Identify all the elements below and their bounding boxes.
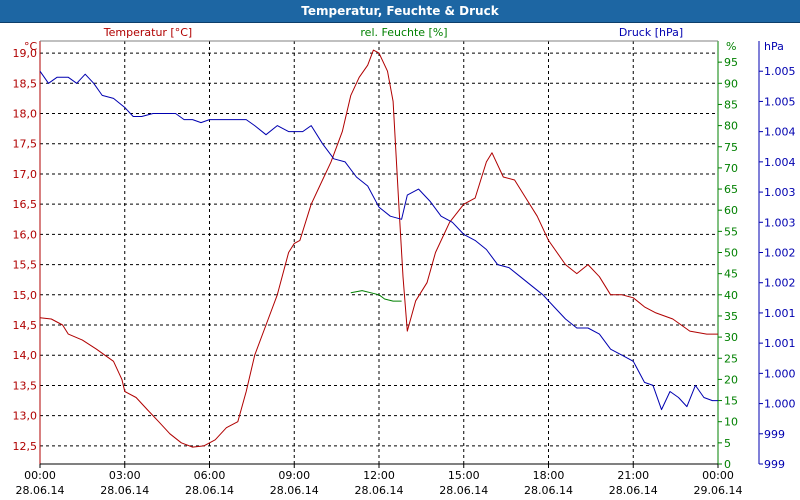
humidity-tick-label: 65 <box>724 183 738 196</box>
pressure-tick-label: 1.004 <box>764 126 796 139</box>
pressure-tick-label: 1.001 <box>764 337 796 350</box>
temperature-tick-label: 19,0 <box>13 47 38 60</box>
x-tick-date-label: 28.06.14 <box>270 484 319 497</box>
temperature-tick-label: 17,0 <box>13 168 38 181</box>
temperature-tick-label: 18,0 <box>13 108 38 121</box>
humidity-tick-label: 85 <box>724 98 738 111</box>
x-tick-date-label: 28.06.14 <box>609 484 658 497</box>
pressure-tick-label: 1.000 <box>764 367 796 380</box>
x-tick-date-label: 28.06.14 <box>16 484 65 497</box>
temperature-tick-label: 18,5 <box>13 77 38 90</box>
humidity-tick-label: 30 <box>724 331 738 344</box>
pressure-tick-label: 999 <box>764 458 785 471</box>
temperature-tick-label: 12,5 <box>13 440 38 453</box>
temperature-tick-label: 14,5 <box>13 319 38 332</box>
x-tick-time-label: 00:00 <box>702 469 734 482</box>
x-tick-time-label: 06:00 <box>194 469 226 482</box>
humidity-tick-label: 45 <box>724 268 738 281</box>
temperature-tick-label: 15,0 <box>13 289 38 302</box>
x-tick-time-label: 09:00 <box>278 469 310 482</box>
humidity-tick-label: 35 <box>724 310 738 323</box>
x-tick-date-label: 28.06.14 <box>185 484 234 497</box>
window-title-bar: Temperatur, Feuchte & Druck <box>0 0 800 23</box>
humidity-tick-label: 10 <box>724 416 738 429</box>
window-title: Temperatur, Feuchte & Druck <box>301 4 499 18</box>
pressure-unit-label: hPa <box>764 40 784 53</box>
pressure-axis-label: Druck [hPa] <box>619 26 683 39</box>
temperature-tick-label: 17,5 <box>13 138 38 151</box>
axes-group: Temperatur [°C] rel. Feuchte [%] Druck [… <box>13 26 796 497</box>
x-tick-date-label: 28.06.14 <box>439 484 488 497</box>
series-group <box>39 49 718 448</box>
humidity-tick-label: 70 <box>724 162 738 175</box>
humidity-axis-label: rel. Feuchte [%] <box>360 26 447 39</box>
pressure-tick-label: 1.000 <box>764 398 796 411</box>
temperature-tick-label: 15,5 <box>13 259 38 272</box>
pressure-tick-label: 1.004 <box>764 156 796 169</box>
temperature-line <box>39 49 718 448</box>
temperature-tick-label: 13,0 <box>13 410 38 423</box>
x-tick-date-label: 28.06.14 <box>355 484 404 497</box>
humidity-line <box>350 290 402 302</box>
x-tick-date-label: 29.06.14 <box>694 484 743 497</box>
humidity-tick-label: 90 <box>724 77 738 90</box>
humidity-tick-label: 15 <box>724 395 738 408</box>
humidity-tick-label: 0 <box>724 458 731 471</box>
x-tick-date-label: 28.06.14 <box>524 484 573 497</box>
humidity-tick-label: 25 <box>724 352 738 365</box>
pressure-tick-label: 1.005 <box>764 65 796 78</box>
temperature-tick-label: 16,5 <box>13 198 38 211</box>
humidity-tick-label: 20 <box>724 373 738 386</box>
pressure-tick-label: 1.002 <box>764 277 796 290</box>
x-tick-time-label: 00:00 <box>24 469 56 482</box>
temperature-tick-label: 14,0 <box>13 349 38 362</box>
pressure-tick-label: 1.003 <box>764 216 796 229</box>
x-tick-time-label: 15:00 <box>448 469 480 482</box>
x-tick-time-label: 03:00 <box>109 469 141 482</box>
x-tick-time-label: 21:00 <box>617 469 649 482</box>
pressure-line <box>39 70 718 411</box>
humidity-tick-label: 75 <box>724 141 738 154</box>
humidity-tick-label: 40 <box>724 289 738 302</box>
pressure-tick-label: 1.003 <box>764 186 796 199</box>
temperature-axis-label: Temperatur [°C] <box>103 26 192 39</box>
x-tick-time-label: 12:00 <box>363 469 395 482</box>
humidity-tick-label: 5 <box>724 437 731 450</box>
humidity-unit-label: % <box>726 40 736 53</box>
x-tick-date-label: 28.06.14 <box>100 484 149 497</box>
grid <box>40 41 718 464</box>
pressure-tick-label: 1.001 <box>764 307 796 320</box>
x-tick-time-label: 18:00 <box>533 469 565 482</box>
humidity-tick-label: 50 <box>724 247 738 260</box>
pressure-tick-label: 1.002 <box>764 247 796 260</box>
temperature-unit-label: °C <box>24 40 38 53</box>
pressure-tick-label: 1.005 <box>764 95 796 108</box>
humidity-tick-label: 60 <box>724 204 738 217</box>
pressure-tick-label: 999 <box>764 428 785 441</box>
humidity-tick-label: 55 <box>724 225 738 238</box>
humidity-tick-label: 95 <box>724 56 738 69</box>
temperature-tick-label: 13,5 <box>13 379 38 392</box>
temperature-tick-label: 16,0 <box>13 228 38 241</box>
humidity-tick-label: 80 <box>724 120 738 133</box>
